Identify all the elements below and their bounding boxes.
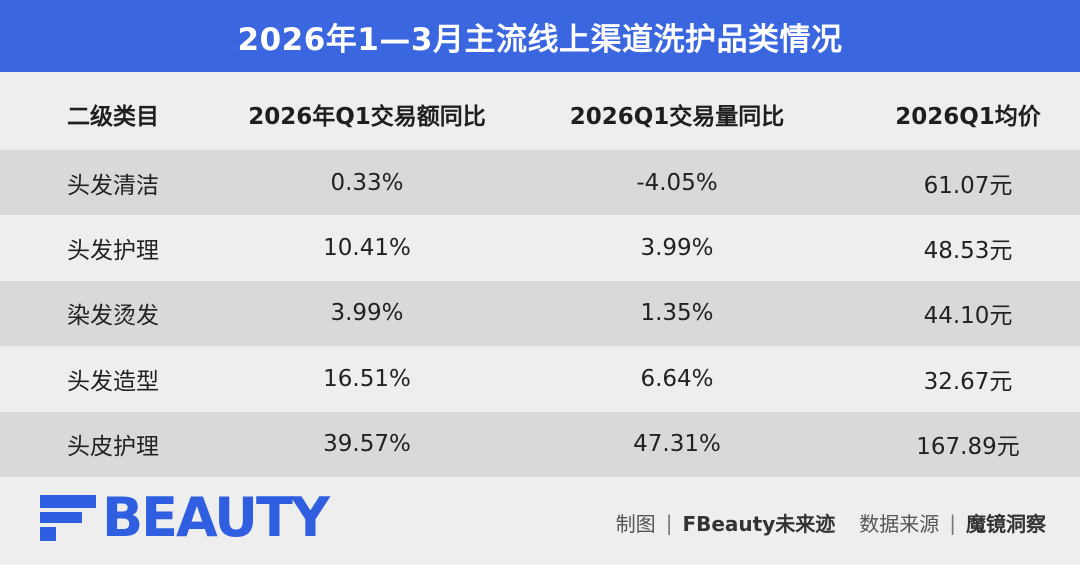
- table-cell-volume-yoy: 1.35%: [640, 300, 714, 327]
- made-by-label: 制图: [615, 512, 656, 536]
- table-cell-revenue-yoy: 0.33%: [330, 169, 404, 196]
- separator: |: [949, 510, 956, 535]
- fbeauty-logo-icon: [40, 495, 96, 541]
- table-cell-volume-yoy: 6.64%: [640, 365, 714, 392]
- chart-title: 2026年1—3月主流线上渠道洗护品类情况: [237, 21, 843, 58]
- column-header-volume-yoy: 2026Q1交易量同比: [569, 103, 785, 130]
- table-cell-revenue-yoy: 3.99%: [330, 300, 404, 327]
- table-cell-revenue-yoy: 16.51%: [323, 365, 411, 392]
- table-cell-revenue-yoy: 39.57%: [323, 431, 411, 458]
- source-label: 数据来源: [859, 512, 940, 536]
- column-header-revenue-yoy: 2026年Q1交易额同比: [248, 103, 486, 130]
- table-cell-volume-yoy: 47.31%: [633, 431, 721, 458]
- table-cell-avg-price: 32.67元: [923, 368, 1013, 395]
- table-cell-category: 头发造型: [67, 368, 159, 395]
- table-cell-avg-price: 48.53元: [923, 238, 1013, 265]
- table-cell-revenue-yoy: 10.41%: [323, 235, 411, 262]
- fbeauty-logo: BEAUTY: [40, 486, 330, 549]
- table-row: 头发护理 10.41% 3.99% 48.53元: [0, 215, 1080, 280]
- data-table: 二级类目 2026年Q1交易额同比 2026Q1交易量同比 2026Q1均价 头…: [0, 77, 1080, 477]
- table-cell-avg-price: 167.89元: [916, 434, 1020, 461]
- table-header-row: 二级类目 2026年Q1交易额同比 2026Q1交易量同比 2026Q1均价: [0, 77, 1080, 150]
- table-row: 头发造型 16.51% 6.64% 32.67元: [0, 346, 1080, 411]
- table-row: 头皮护理 39.57% 47.31% 167.89元: [0, 411, 1080, 477]
- table-cell-avg-price: 44.10元: [923, 303, 1013, 330]
- column-header-category: 二级类目: [67, 103, 159, 130]
- table-cell-category: 头发护理: [67, 238, 159, 265]
- table-row: 染发烫发 3.99% 1.35% 44.10元: [0, 280, 1080, 347]
- separator: |: [665, 510, 673, 535]
- made-by-value: FBeauty未来迹: [682, 512, 836, 536]
- table-row: 头发清洁 0.33% -4.05% 61.07元: [0, 150, 1080, 216]
- source-value: 魔镜洞察: [966, 512, 1046, 536]
- table-cell-volume-yoy: 3.99%: [640, 235, 714, 262]
- table-cell-category: 染发烫发: [67, 303, 159, 330]
- column-header-avg-price: 2026Q1均价: [895, 103, 1041, 130]
- logo-wordmark: BEAUTY: [102, 486, 330, 549]
- table-cell-category: 头发清洁: [67, 172, 159, 199]
- table-cell-category: 头皮护理: [67, 434, 159, 461]
- credits: 制图 | FBeauty未来迹 数据来源 | 魔镜洞察: [616, 508, 1046, 537]
- table-cell-avg-price: 61.07元: [923, 172, 1013, 199]
- table-cell-volume-yoy: -4.05%: [636, 169, 718, 196]
- footer: BEAUTY 制图 | FBeauty未来迹 数据来源 | 魔镜洞察: [0, 470, 1080, 565]
- title-bar: 2026年1—3月主流线上渠道洗护品类情况: [0, 0, 1080, 72]
